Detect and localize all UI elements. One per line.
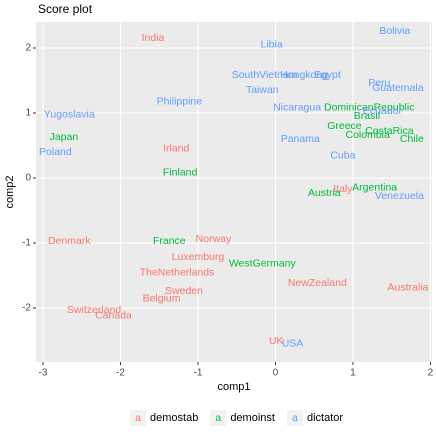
point-label: NewZealand: [288, 277, 347, 289]
point-label: Greece: [327, 120, 362, 132]
point-label: Yugoslavia: [44, 109, 95, 121]
point-label: Italy: [333, 183, 353, 195]
point-label: Hongkong: [280, 69, 328, 81]
point-label: Sweden: [165, 285, 203, 297]
x-tick-label: -1: [194, 368, 203, 379]
point-label: Norway: [196, 233, 232, 245]
y-tick-label: -2: [22, 303, 31, 314]
point-label: Irland: [163, 143, 189, 155]
point-label: Bolivia: [379, 25, 410, 37]
legend-glyph: a: [135, 412, 141, 424]
point-label: CostaRica: [365, 125, 414, 137]
x-axis-label: comp1: [217, 381, 250, 393]
legend-label: demostab: [150, 412, 198, 424]
point-label: Nicaragua: [273, 102, 321, 114]
point-label: Canada: [95, 310, 132, 322]
point-label: DominicanRepublic: [324, 102, 414, 114]
x-tick-label: -2: [116, 368, 125, 379]
x-tick-label: 2: [428, 368, 434, 379]
point-label: Guatemala: [372, 82, 424, 94]
point-label: Argentina: [352, 182, 397, 194]
y-tick-label: 1: [25, 108, 31, 119]
point-label: UK: [269, 335, 284, 347]
point-label: India: [142, 32, 165, 44]
legend-glyph: a: [292, 412, 298, 424]
point-label: WestGermany: [229, 258, 297, 270]
point-label: Egypt: [314, 69, 341, 81]
chart-title: Score plot: [38, 2, 93, 16]
x-tick-label: 1: [350, 368, 356, 379]
x-tick-label: -3: [39, 368, 48, 379]
legend-key: [210, 410, 227, 426]
legend-label: dictator: [307, 412, 343, 424]
point-label: Finland: [163, 167, 198, 179]
legend-key: [130, 410, 146, 426]
point-label: Colombia: [345, 129, 390, 141]
y-tick-label: 2: [25, 43, 31, 54]
point-label: Brasil: [354, 110, 380, 122]
legend-glyph: a: [215, 412, 221, 424]
point-label: Luxemburg: [172, 251, 225, 263]
legend-label: demoinst: [230, 412, 275, 424]
point-label: Denmark: [48, 235, 91, 247]
point-label: Venezuela: [375, 190, 424, 202]
point-label: SouthVietnam: [232, 69, 298, 81]
point-label: TheNetherlands: [140, 267, 215, 279]
point-label: Switzerland: [67, 304, 121, 316]
point-label: Philippine: [157, 96, 203, 108]
point-label: Ecuador: [363, 105, 403, 117]
y-tick-label: 0: [25, 173, 31, 184]
point-label: Panama: [281, 133, 320, 145]
point-label: France: [153, 235, 186, 247]
point-label: Chile: [400, 133, 424, 145]
point-label: Australia: [388, 282, 429, 294]
point-label: Belgium: [143, 293, 181, 305]
point-label: Libia: [260, 39, 282, 51]
point-label: Austria: [308, 187, 341, 199]
y-axis-label: comp2: [4, 175, 16, 208]
point-label: Peru: [368, 77, 390, 89]
point-label: Cuba: [330, 150, 355, 162]
point-label: Taiwan: [246, 84, 279, 96]
legend-key: [286, 410, 303, 426]
panel: [36, 22, 432, 362]
point-label: Japan: [50, 131, 79, 143]
point-label: USA: [282, 338, 304, 350]
y-tick-label: -1: [22, 238, 31, 249]
x-tick-label: 0: [273, 368, 279, 379]
point-label: Poland: [39, 146, 72, 158]
